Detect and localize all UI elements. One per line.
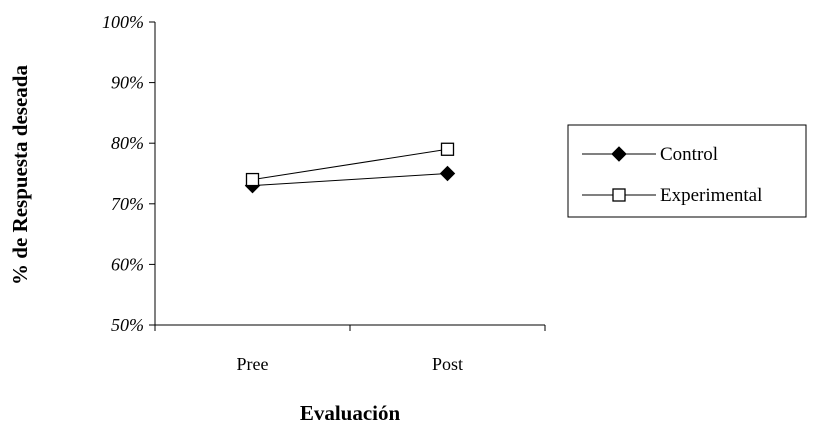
x-tick-label: Pree <box>237 354 269 374</box>
legend-box <box>567 124 807 218</box>
legend-label: Experimental <box>660 185 762 206</box>
legend-label: Control <box>660 144 718 165</box>
legend-marker <box>612 188 626 202</box>
series-experimental <box>245 142 455 187</box>
legend-item-experimental: Experimental <box>582 185 762 206</box>
series-line <box>252 148 448 181</box>
y-tick-label: 60% <box>111 254 144 274</box>
x-axis-title: Evaluación <box>300 401 401 425</box>
y-tick-label: 50% <box>111 315 144 335</box>
data-point <box>440 142 455 156</box>
y-tick-label: 100% <box>102 12 144 32</box>
series-group <box>244 142 456 194</box>
data-point <box>245 172 260 187</box>
series-line <box>252 173 448 187</box>
axes <box>154 22 545 326</box>
y-ticks: 50% 60% 70% 80% 90% 100% <box>102 12 155 335</box>
series-control <box>244 165 456 194</box>
x-ticks: Pree Post <box>154 325 546 374</box>
y-axis-title: % de Respuesta deseada <box>8 65 32 285</box>
y-tick-label: 80% <box>111 133 144 153</box>
y-tick-label: 70% <box>111 194 144 214</box>
data-point <box>439 165 456 182</box>
legend-item-control: Control <box>582 144 718 165</box>
y-tick-label: 90% <box>111 73 144 93</box>
legend: Control Experimental <box>567 124 807 218</box>
x-tick-label: Post <box>432 354 463 374</box>
legend-marker <box>611 146 627 162</box>
